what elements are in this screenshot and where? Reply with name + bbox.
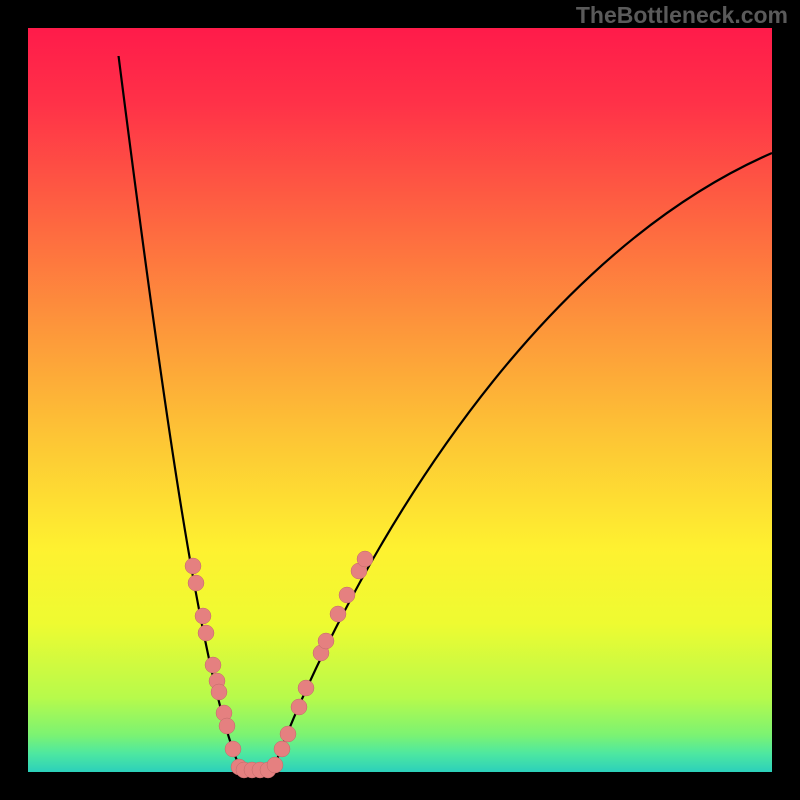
data-marker: [198, 625, 214, 641]
bottleneck-chart: [0, 0, 800, 800]
data-marker: [357, 551, 373, 567]
data-marker: [330, 606, 346, 622]
attribution-text: TheBottleneck.com: [576, 2, 788, 29]
data-marker: [291, 699, 307, 715]
data-marker: [211, 684, 227, 700]
chart-container: TheBottleneck.com: [0, 0, 800, 800]
data-marker: [267, 757, 283, 773]
data-marker: [318, 633, 334, 649]
data-marker: [225, 741, 241, 757]
data-marker: [298, 680, 314, 696]
data-marker: [280, 726, 296, 742]
plot-background: [28, 28, 772, 772]
data-marker: [339, 587, 355, 603]
data-marker: [185, 558, 201, 574]
data-marker: [274, 741, 290, 757]
data-marker: [205, 657, 221, 673]
data-marker: [219, 718, 235, 734]
data-marker: [195, 608, 211, 624]
data-marker: [188, 575, 204, 591]
